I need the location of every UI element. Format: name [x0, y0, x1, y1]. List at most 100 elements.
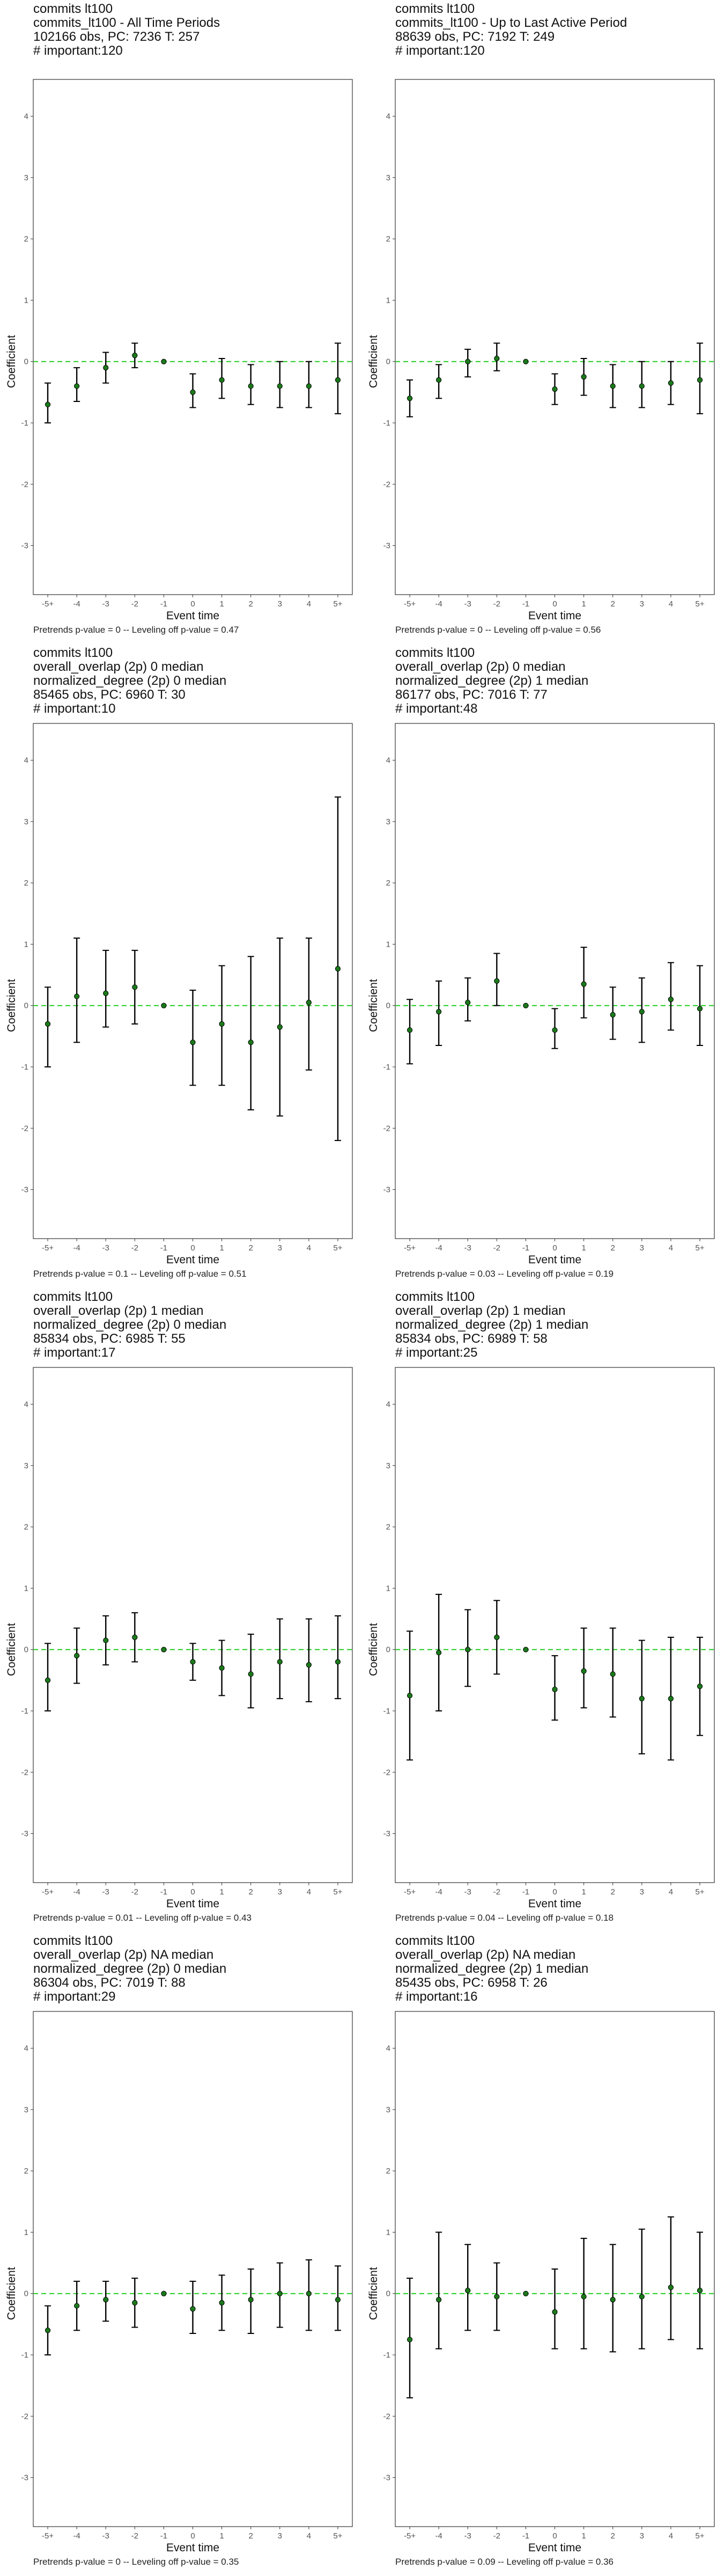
coefficient-point — [552, 386, 558, 392]
y-tick-label: 1 — [386, 2228, 390, 2237]
y-tick-label: 3 — [386, 173, 390, 182]
chart-panel: commits lt100 overall_overlap (2p) NA med… — [362, 1932, 724, 2576]
x-tick-label: -1 — [160, 1887, 167, 1897]
x-tick-label: 0 — [190, 599, 195, 609]
chart-title-line: overall_overlap (2p) NA median — [33, 1948, 214, 1962]
x-tick-label: 1 — [219, 1243, 224, 1253]
coefficient-point — [668, 997, 674, 1002]
x-tick-label: 5+ — [695, 2531, 704, 2541]
coefficient-point — [219, 1665, 225, 1671]
x-tick-label: 0 — [552, 599, 557, 609]
x-axis-title: Event time — [166, 1254, 219, 1266]
y-axis-title: Coefficient — [367, 335, 380, 388]
y-tick-label: 3 — [386, 1461, 390, 1470]
y-tick-label: -1 — [383, 1063, 390, 1072]
chart-title-line: overall_overlap (2p) 0 median — [395, 660, 566, 674]
x-tick-label: -3 — [102, 1243, 109, 1253]
y-tick-label: 3 — [386, 817, 390, 826]
coefficient-plot: -3 -2 -1 0 1 2 3 4 -5+ -4 -3 -2 -1 0 1 2 3 4 5+ Event time C… — [367, 2011, 715, 2554]
x-tick-label: 5+ — [333, 599, 342, 609]
chart-title: commits lt100 overall_overlap (2p) 0 medi… — [33, 646, 226, 716]
chart-title: commits lt100 overall_overlap (2p) NA med… — [33, 1934, 226, 2004]
x-tick-label: -5+ — [404, 1243, 416, 1253]
coefficient-point — [219, 2300, 225, 2306]
coefficient-point — [610, 383, 616, 389]
x-tick-label: 1 — [581, 2531, 586, 2541]
coefficient-point — [581, 374, 587, 380]
coefficient-point — [161, 358, 167, 364]
x-tick-label: -1 — [160, 2531, 167, 2541]
y-axis-title: Coefficient — [367, 979, 380, 1032]
coefficient-point — [161, 2290, 167, 2296]
x-tick-label: -2 — [493, 599, 500, 609]
chart-title-line: 86304 obs, PC: 7019 T: 88 — [33, 1975, 186, 1990]
chart-title-line: overall_overlap (2p) 1 median — [33, 1304, 204, 1318]
coefficient-point — [581, 1668, 587, 1674]
coefficient-point — [407, 2337, 413, 2343]
coefficient-point — [248, 1040, 254, 1045]
pvalue-footnote: Pretrends p-value = 0.03 -- Leveling off… — [395, 1269, 614, 1279]
coefficient-point — [639, 1009, 645, 1015]
plot-frame — [395, 723, 715, 1239]
x-tick-label: -3 — [464, 1243, 471, 1253]
x-tick-label: 3 — [640, 2531, 644, 2541]
chart-title-line: # important:120 — [395, 43, 485, 58]
coefficient-point — [45, 401, 51, 407]
coefficient-point — [407, 1027, 413, 1033]
chart-title-line: 85465 obs, PC: 6960 T: 30 — [33, 687, 186, 702]
x-tick-label: 3 — [640, 599, 644, 609]
x-tick-label: 0 — [552, 2531, 557, 2541]
x-tick-label: -4 — [73, 1887, 80, 1897]
y-tick-label: -3 — [21, 1829, 28, 1839]
coefficient-point — [132, 984, 138, 990]
coefficient-point — [581, 2294, 587, 2300]
x-axis-title: Event time — [528, 1898, 581, 1910]
chart-title-line: normalized_degree (2p) 0 median — [33, 1962, 227, 1976]
x-axis-title: Event time — [528, 610, 581, 622]
x-tick-label: -2 — [131, 599, 138, 609]
chart-title-line: 88639 obs, PC: 7192 T: 249 — [395, 30, 555, 44]
coefficient-point — [552, 1686, 558, 1693]
coefficient-point — [407, 396, 413, 401]
y-tick-label: 1 — [386, 940, 390, 949]
y-axis-title: Coefficient — [5, 979, 18, 1032]
y-tick-label: -3 — [383, 2473, 390, 2483]
chart-title-line: # important:48 — [395, 701, 478, 716]
y-tick-label: 3 — [24, 173, 28, 182]
y-tick-label: -3 — [383, 1185, 390, 1195]
coefficient-point — [697, 1684, 703, 1689]
coefficient-point — [219, 1021, 225, 1027]
coefficient-plot: -3 -2 -1 0 1 2 3 4 -5+ -4 -3 -2 -1 0 1 2 3 4 5+ Event time C… — [5, 1367, 353, 1910]
y-tick-label: 2 — [386, 235, 390, 244]
y-tick-label: 2 — [24, 2167, 28, 2176]
x-axis-title: Event time — [528, 1254, 581, 1266]
chart-title-line: 85435 obs, PC: 6958 T: 26 — [395, 1975, 548, 1990]
chart-title-line: # important:10 — [33, 701, 116, 716]
chart-panel: commits lt100 overall_overlap (2p) 1 medi… — [362, 1288, 724, 1932]
x-tick-label: 5+ — [695, 1887, 704, 1897]
coefficient-point — [335, 966, 341, 972]
coefficient-point — [74, 2303, 80, 2309]
y-axis-title: Coefficient — [5, 2267, 18, 2320]
x-tick-label: -3 — [102, 2531, 109, 2541]
y-tick-label: 3 — [24, 1461, 28, 1470]
coefficient-point — [277, 1024, 283, 1030]
x-tick-label: -1 — [522, 599, 529, 609]
coefficient-point — [465, 999, 471, 1006]
coefficient-point — [494, 355, 500, 362]
x-tick-label: 5+ — [333, 1887, 342, 1897]
coefficient-point — [335, 2297, 341, 2303]
y-axis-title: Coefficient — [5, 335, 18, 388]
y-tick-label: -2 — [21, 2412, 28, 2421]
x-tick-label: 3 — [278, 1243, 282, 1253]
coefficient-point — [248, 1671, 254, 1677]
x-tick-label: 1 — [219, 599, 224, 609]
coefficient-point — [248, 383, 254, 389]
coefficient-point — [436, 2297, 442, 2303]
y-tick-label: -3 — [383, 1829, 390, 1839]
y-tick-label: 4 — [24, 1400, 28, 1409]
chart-title-line: 102166 obs, PC: 7236 T: 257 — [33, 30, 200, 44]
coefficient-point — [552, 2309, 558, 2315]
coefficient-point — [277, 2290, 283, 2296]
y-tick-label: 2 — [24, 235, 28, 244]
